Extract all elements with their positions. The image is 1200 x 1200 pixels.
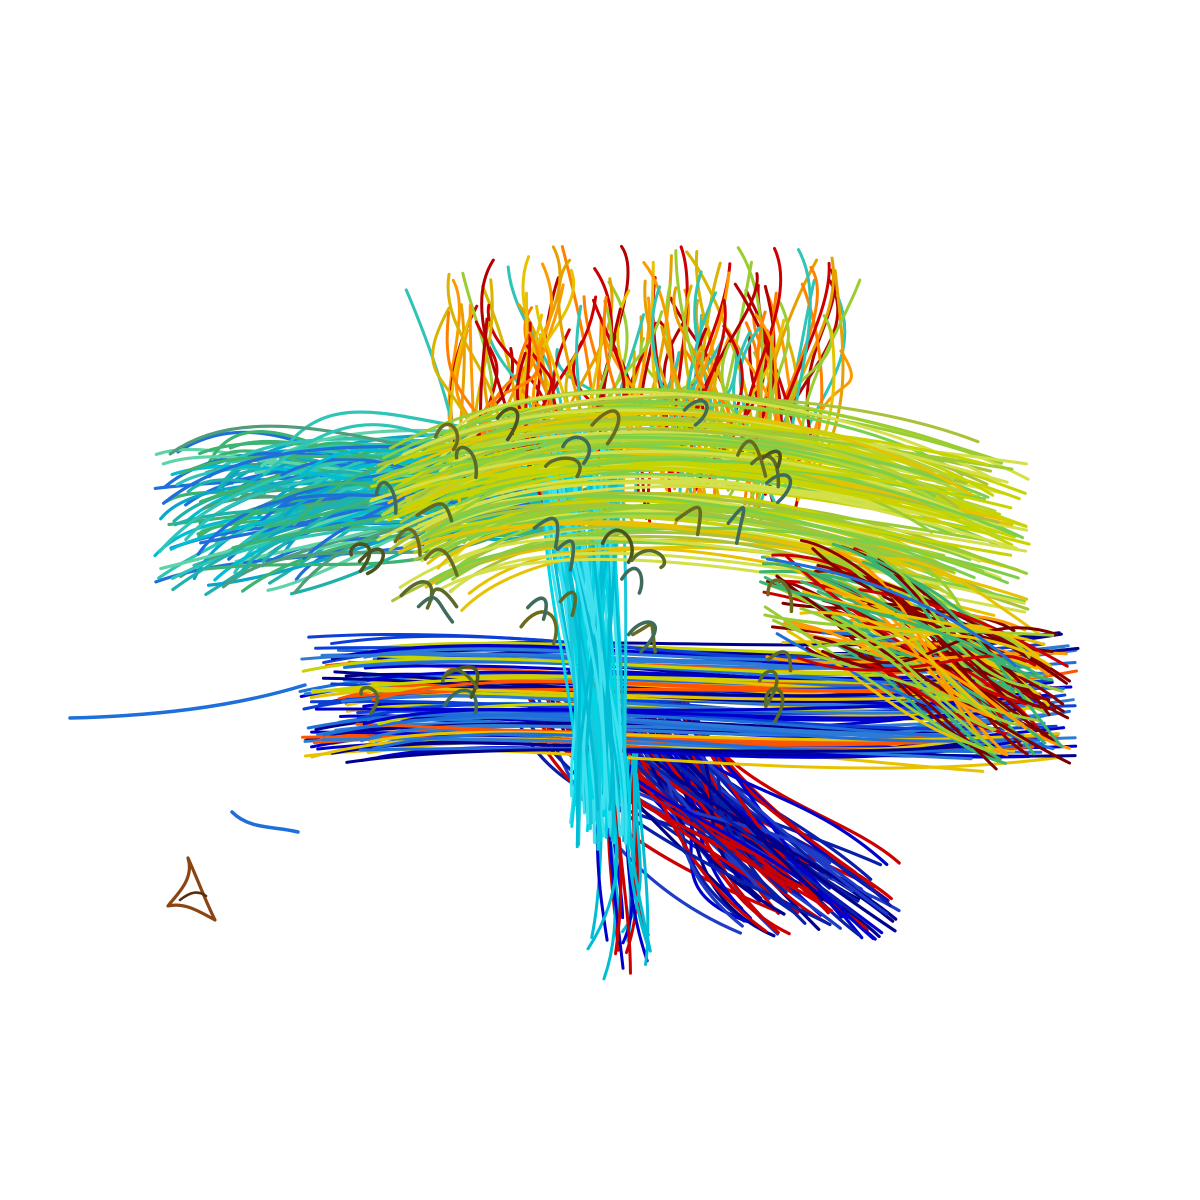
- arcuate-band-fiber: [750, 454, 780, 489]
- posterior-fan-fiber: [763, 613, 1055, 637]
- arcuate-band-fiber: [376, 475, 1018, 550]
- posterior-fan-fiber: [831, 615, 997, 731]
- arcuate-band-fiber: [442, 688, 479, 715]
- posterior-fan-fiber: [785, 554, 1044, 709]
- posterior-fan-fiber: [799, 606, 994, 750]
- arcuate-band-fiber: [764, 687, 785, 724]
- arcuate-band-fiber: [629, 548, 667, 570]
- posterior-fan-fiber: [802, 590, 1046, 646]
- arcuate-band-fiber: [674, 505, 702, 537]
- arcuate-band-fiber: [495, 407, 520, 442]
- fiber-bundle-group: [68, 244, 1080, 981]
- arcuate-band-fiber: [766, 650, 793, 673]
- stray-fibers-fiber: [166, 856, 217, 922]
- posterior-fan-fiber: [858, 588, 1069, 668]
- stray-fibers-fiber: [68, 683, 307, 720]
- posterior-fan-fiber: [775, 574, 1072, 765]
- lateral-band-fiber: [322, 712, 1041, 742]
- arcuate-band-fiber: [372, 435, 936, 498]
- arcuate-band-fiber: [441, 668, 479, 690]
- arcuate-band-fiber: [761, 449, 782, 469]
- posterior-fan-fiber: [799, 611, 997, 721]
- superior-crown-fiber: [679, 271, 731, 454]
- arcuate-band-fiber: [600, 528, 634, 564]
- arcuate-band-fiber: [555, 539, 576, 572]
- posterior-fan-fiber: [869, 556, 1042, 637]
- arcuate-band-fiber: [397, 504, 954, 574]
- arcuate-band-fiber: [359, 685, 379, 715]
- arcuate-band-fiber: [427, 503, 997, 554]
- posterior-fan-fiber: [808, 652, 1042, 723]
- arcuate-band-fiber: [765, 473, 793, 505]
- arcuate-band-fiber: [682, 398, 709, 427]
- lateral-band-fiber: [371, 732, 1045, 754]
- arcuate-band-fiber: [454, 445, 478, 480]
- lateral-band-fiber: [345, 744, 968, 764]
- anterior-fan-fiber: [231, 420, 554, 493]
- arcuate-band-fiber: [433, 422, 460, 452]
- lateral-band-fiber: [368, 730, 1061, 744]
- descending-tract-fiber: [522, 714, 832, 927]
- arcuate-band-fiber: [413, 505, 985, 573]
- arcuate-band-fiber: [370, 466, 1016, 539]
- arcuate-band-fiber: [543, 456, 582, 479]
- posterior-fan-fiber: [765, 557, 1017, 668]
- arcuate-band-fiber: [376, 412, 982, 503]
- arcuate-band-fiber: [766, 578, 794, 614]
- arcuate-band-fiber: [757, 669, 779, 707]
- central-vertical-fiber: [581, 440, 604, 815]
- superior-crown-fiber: [756, 265, 819, 527]
- arcuate-band-fiber: [387, 462, 1013, 522]
- arcuate-band-fiber: [590, 409, 621, 446]
- arcuate-band-fiber: [453, 390, 1001, 484]
- arcuate-band-fiber: [369, 449, 967, 517]
- arcuate-band-fiber: [525, 596, 548, 621]
- arcuate-band-fiber: [620, 566, 644, 595]
- stray-fibers-fiber: [178, 891, 208, 902]
- arcuate-band-fiber: [519, 610, 558, 646]
- arcuate-band-fiber: [558, 590, 577, 618]
- arcuate-band-fiber: [415, 502, 454, 523]
- central-vertical-fiber: [559, 451, 628, 845]
- posterior-fan-fiber: [858, 626, 1058, 665]
- superior-crown-fiber: [549, 277, 614, 464]
- superior-crown-fiber: [778, 256, 835, 455]
- arcuate-band-fiber: [349, 542, 372, 573]
- arcuate-band-fiber: [449, 551, 1027, 614]
- lateral-band-fiber: [360, 713, 1016, 743]
- arcuate-band-fiber: [423, 547, 459, 577]
- arcuate-band-fiber: [374, 480, 398, 515]
- arcuate-band-fiber: [393, 527, 422, 557]
- arcuate-band-fiber: [416, 595, 455, 624]
- posterior-fan-fiber: [869, 639, 1027, 730]
- arcuate-band-fiber: [420, 494, 976, 580]
- descending-tract-fiber: [526, 694, 834, 913]
- arcuate-band-fiber: [399, 580, 434, 610]
- arcuate-band-fiber: [631, 622, 657, 654]
- arcuate-band-fiber: [561, 435, 592, 466]
- arcuate-band-fiber: [626, 620, 657, 654]
- arcuate-band-fiber: [418, 481, 994, 532]
- arcuate-band-fiber: [532, 516, 560, 549]
- stray-fibers-fiber: [230, 810, 300, 834]
- lateral-band-fiber: [363, 664, 974, 681]
- arcuate-band-fiber: [726, 505, 746, 545]
- posterior-fan-fiber: [763, 605, 1000, 755]
- arcuate-band-fiber: [357, 547, 385, 576]
- arcuate-band-fiber: [397, 465, 966, 520]
- arcuate-band-fiber: [736, 439, 768, 478]
